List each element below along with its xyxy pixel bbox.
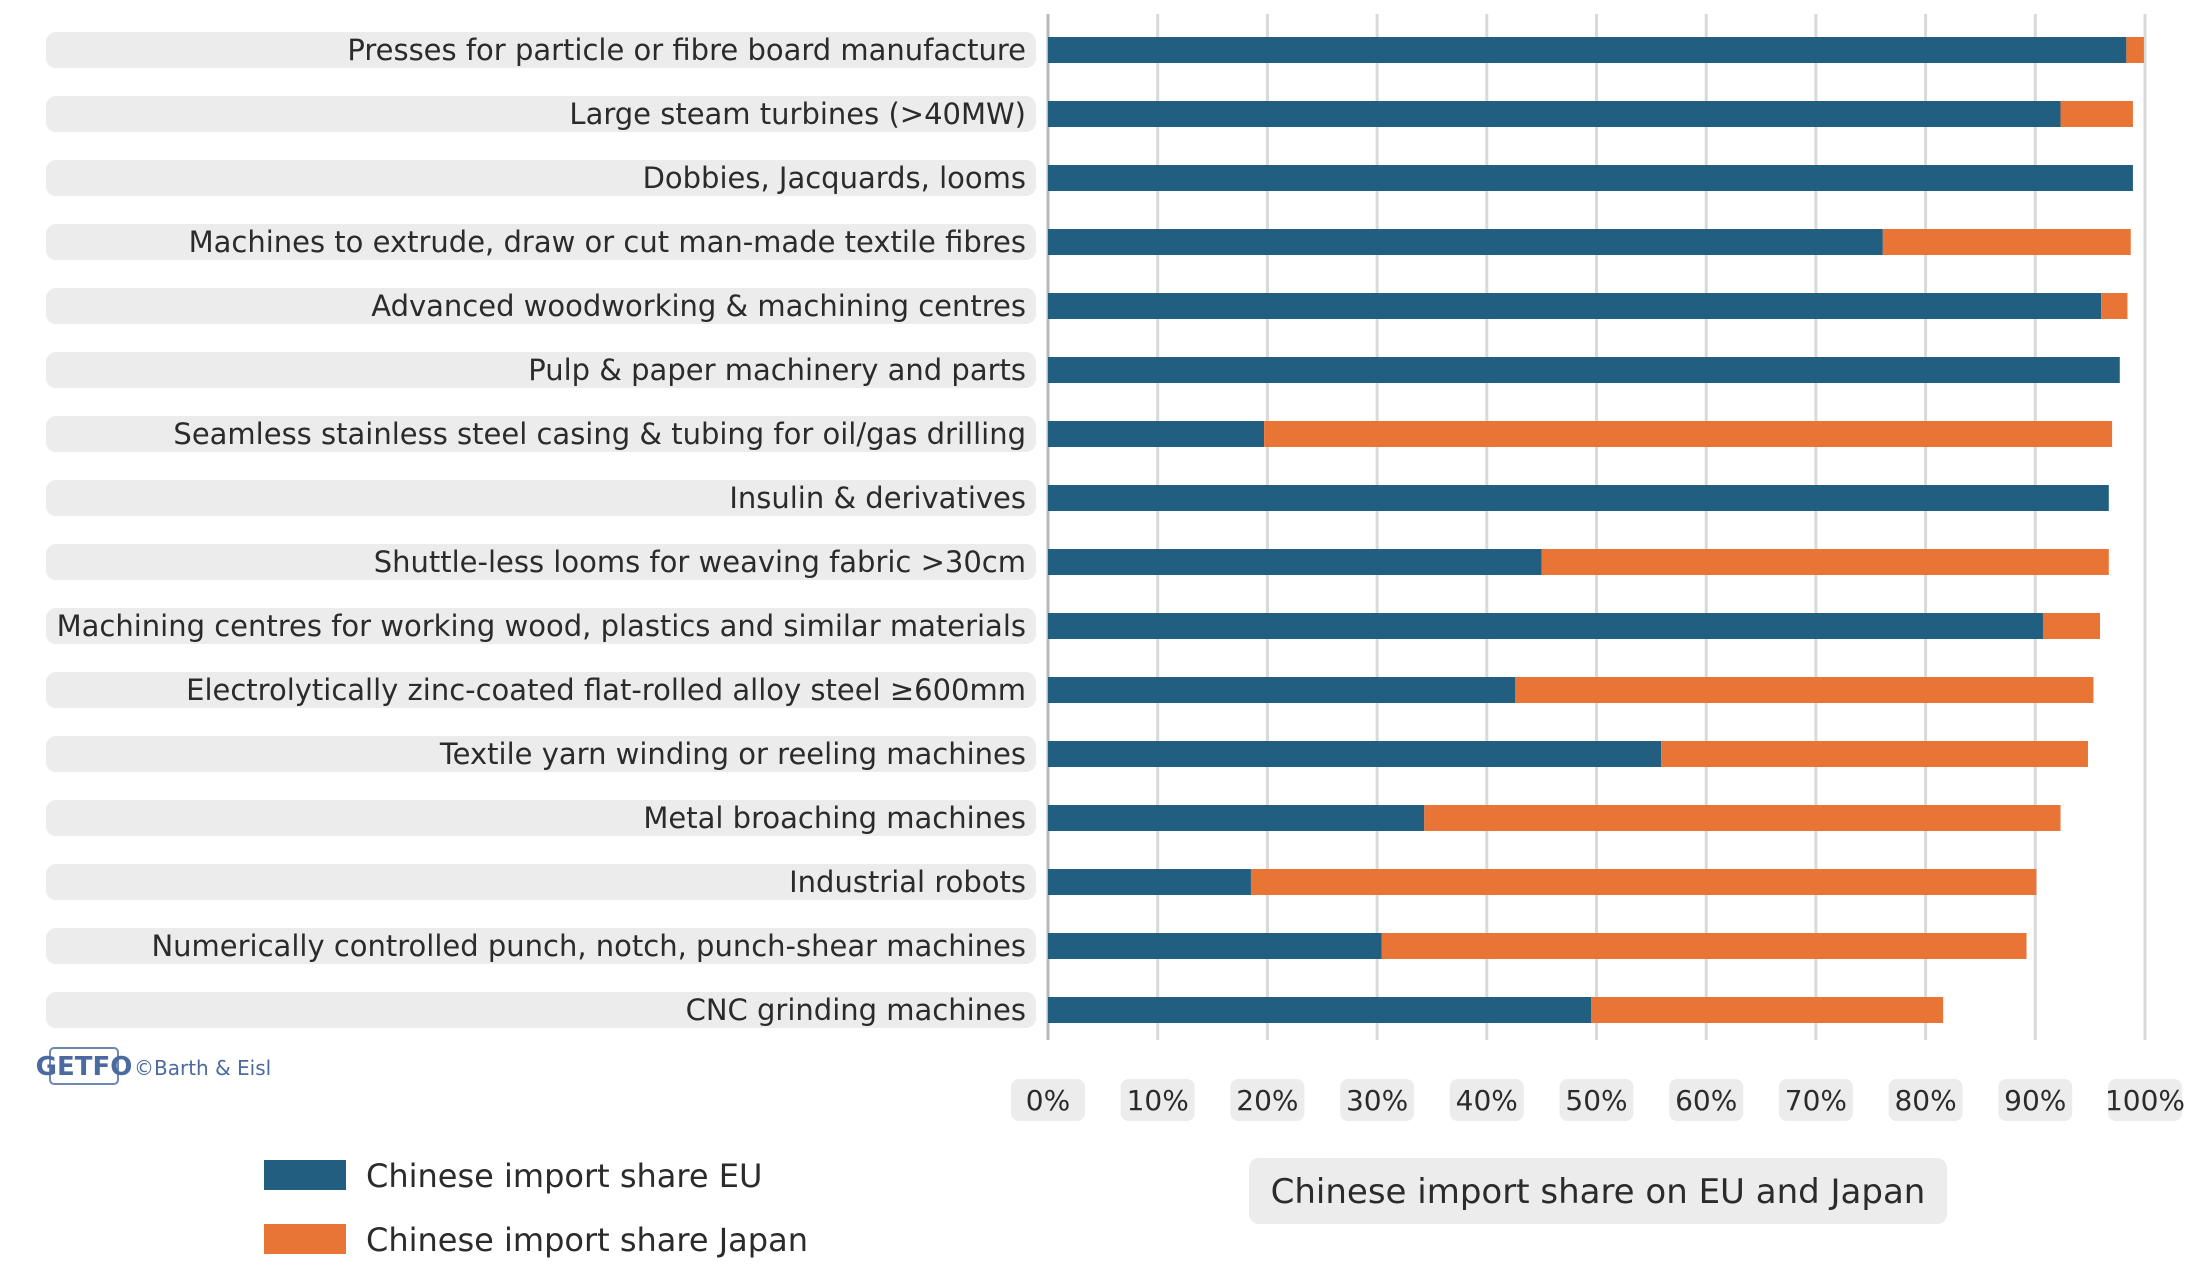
bar-eu — [1048, 741, 1662, 767]
category-label: Insulin & derivatives — [729, 481, 1026, 515]
x-axis-title: Chinese import share on EU and Japan — [1271, 1172, 1926, 1212]
bar-eu — [1048, 101, 2061, 127]
category-label-box — [46, 160, 1036, 196]
category-label: Presses for particle or fibre board manu… — [347, 33, 1026, 67]
category-label-box — [46, 736, 1036, 772]
tick-label-box — [1888, 1079, 1963, 1121]
bar-japan — [2042, 613, 2101, 639]
tick-label-box — [1230, 1079, 1305, 1121]
tick-label: 10% — [1127, 1084, 1189, 1117]
category-label: Industrial robots — [789, 865, 1026, 899]
bar-eu — [1048, 485, 2109, 511]
category-label-box — [46, 800, 1036, 836]
category-label-box — [46, 608, 1036, 644]
legend-swatch-eu — [264, 1160, 346, 1190]
tick-label-box — [1449, 1079, 1524, 1121]
legend: Chinese import share EU Chinese import s… — [264, 1157, 808, 1259]
category-label-box — [46, 224, 1036, 260]
tick-label: 70% — [1785, 1084, 1847, 1117]
tick-label-box — [1669, 1079, 1744, 1121]
category-label: Textile yarn winding or reeling machines — [439, 737, 1026, 771]
x-axis-ticks: 0% 10% 20% 30% 40% 50% 60% 70% 80% 90% 100% — [1011, 1079, 2185, 1121]
bar-eu — [1048, 549, 1542, 575]
bar-japan — [1250, 869, 2037, 895]
bar-eu — [1048, 997, 1592, 1023]
category-label: Pulp & paper machinery and parts — [528, 353, 1026, 387]
tick-label: 50% — [1565, 1084, 1627, 1117]
tick-label: 20% — [1236, 1084, 1298, 1117]
category-label-box — [46, 480, 1036, 516]
tick-label: 60% — [1675, 1084, 1737, 1117]
category-label: Advanced woodworking & machining centres — [371, 289, 1026, 323]
bar-eu — [1048, 613, 2043, 639]
legend-swatch-japan — [264, 1224, 346, 1254]
bar-eu — [1048, 805, 1425, 831]
category-label-box — [46, 544, 1036, 580]
bar-japan — [1541, 549, 2109, 575]
bar-eu — [1048, 421, 1265, 447]
tick-label: 90% — [2004, 1084, 2066, 1117]
category-label: Metal broaching machines — [643, 801, 1026, 835]
category-label: Dobbies, Jacquards, looms — [643, 161, 1026, 195]
category-label-box — [46, 928, 1036, 964]
logo-text: GETFO — [36, 1052, 133, 1082]
category-label-box — [46, 96, 1036, 132]
tick-label: 0% — [1026, 1084, 1070, 1117]
logo: GETFO — [36, 1047, 133, 1085]
bar-japan — [1515, 677, 2094, 703]
category-label: Seamless stainless steel casing & tubing… — [173, 417, 1026, 451]
category-label: Machines to extrude, draw or cut man-mad… — [189, 225, 1026, 259]
bar-japan — [2101, 293, 2128, 319]
category-label: Electrolytically zinc-coated flat-rolled… — [186, 673, 1026, 707]
bar-eu — [1048, 293, 2102, 319]
category-label-box — [46, 416, 1036, 452]
tick-label-box — [1559, 1079, 1634, 1121]
category-label: Large steam turbines (>40MW) — [569, 97, 1026, 131]
bars — [1048, 37, 2144, 1023]
tick-label: 40% — [1456, 1084, 1518, 1117]
tick-label-box — [1011, 1079, 1085, 1121]
bar-japan — [2060, 101, 2133, 127]
bar-eu — [1048, 357, 2120, 383]
category-label: Numerically controlled punch, notch, pun… — [151, 929, 1026, 963]
category-label-box — [46, 864, 1036, 900]
category-label: Shuttle-less looms for weaving fabric >3… — [374, 545, 1026, 579]
tick-label-box — [1340, 1079, 1415, 1121]
tick-label-box — [1998, 1079, 2073, 1121]
bar-japan — [1591, 997, 1944, 1023]
copyright-credit: ©Barth & Eisl — [134, 1056, 271, 1080]
tick-label: 30% — [1346, 1084, 1408, 1117]
bar-eu — [1048, 229, 1883, 255]
category-label-box — [46, 992, 1036, 1028]
x-axis-title-box — [1249, 1158, 1947, 1224]
bar-eu — [1048, 869, 1251, 895]
bar-eu — [1048, 677, 1516, 703]
bar-japan — [1264, 421, 2113, 447]
category-labels: Presses for particle or fibre board manu… — [46, 32, 1036, 1028]
category-label-box — [46, 32, 1036, 68]
category-label-box — [46, 288, 1036, 324]
legend-label-eu: Chinese import share EU — [366, 1157, 762, 1195]
category-label-box — [46, 352, 1036, 388]
category-label-box — [46, 672, 1036, 708]
bar-eu — [1048, 165, 2133, 191]
bar-eu — [1048, 933, 1382, 959]
bar-eu — [1048, 37, 2127, 63]
category-label: Machining centres for working wood, plas… — [57, 609, 1026, 643]
bar-japan — [1381, 933, 2027, 959]
bar-japan — [1882, 229, 2131, 255]
tick-label-box — [2108, 1079, 2182, 1121]
bar-japan — [1424, 805, 2061, 831]
category-label: CNC grinding machines — [686, 993, 1026, 1027]
legend-label-japan: Chinese import share Japan — [366, 1221, 808, 1259]
tick-label-box — [1778, 1079, 1853, 1121]
bar-japan — [2126, 37, 2144, 63]
bar-japan — [1661, 741, 2088, 767]
tick-label: 100% — [2105, 1084, 2185, 1117]
tick-label-box — [1120, 1079, 1195, 1121]
tick-label: 80% — [1894, 1084, 1956, 1117]
